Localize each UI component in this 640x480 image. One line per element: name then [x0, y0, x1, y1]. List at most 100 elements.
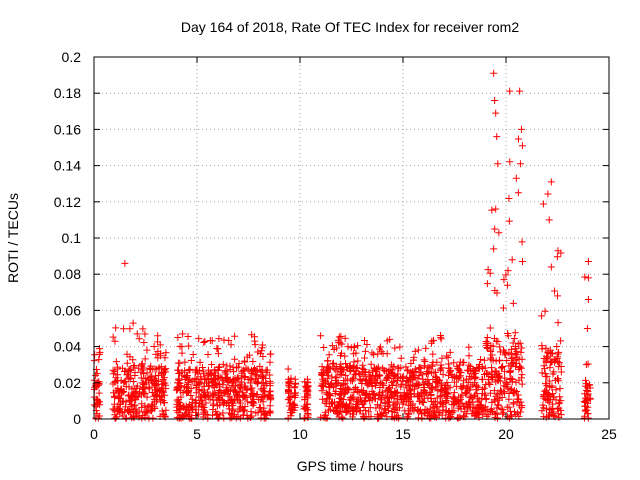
data-point — [150, 342, 158, 350]
data-point — [392, 400, 400, 408]
data-point — [143, 369, 151, 377]
data-point — [439, 371, 447, 379]
data-point — [197, 393, 205, 401]
data-point — [185, 366, 193, 374]
data-point — [542, 386, 550, 394]
data-point — [491, 410, 499, 418]
data-point — [130, 401, 138, 409]
data-point — [557, 406, 565, 414]
data-point — [484, 266, 492, 274]
data-point — [505, 403, 513, 411]
data-point — [232, 364, 240, 372]
data-point — [235, 405, 243, 413]
data-point — [251, 375, 259, 383]
data-point — [475, 413, 483, 421]
data-point — [368, 349, 376, 357]
data-point — [323, 400, 331, 408]
data-point — [543, 372, 551, 380]
data-point — [402, 363, 410, 371]
data-point — [183, 387, 191, 395]
data-point — [505, 194, 513, 202]
x-tick-label: 15 — [395, 426, 411, 442]
data-point — [582, 361, 590, 369]
data-point — [208, 360, 216, 368]
data-point — [204, 375, 212, 383]
data-point — [469, 407, 477, 415]
data-point — [433, 358, 441, 366]
data-point — [506, 368, 514, 376]
data-point — [120, 325, 128, 333]
data-point — [541, 365, 549, 373]
data-point — [383, 350, 391, 358]
data-point — [120, 379, 128, 387]
data-point — [348, 393, 356, 401]
data-point — [291, 392, 299, 400]
data-point — [125, 406, 133, 414]
data-point — [448, 373, 456, 381]
data-point — [206, 337, 214, 345]
data-point — [241, 406, 249, 414]
data-point — [518, 355, 526, 363]
data-point — [438, 354, 446, 362]
data-point — [112, 358, 120, 366]
data-point — [145, 385, 153, 393]
data-point — [374, 350, 382, 358]
data-point — [458, 385, 466, 393]
data-point — [465, 352, 473, 360]
data-point — [350, 374, 358, 382]
data-point — [266, 358, 274, 366]
data-point — [219, 409, 227, 417]
data-point — [249, 358, 257, 366]
data-point — [189, 351, 197, 359]
data-point — [432, 373, 440, 381]
data-point — [442, 414, 450, 422]
data-point — [498, 394, 506, 402]
data-point — [195, 378, 203, 386]
data-point — [174, 333, 182, 341]
data-point — [450, 359, 458, 367]
data-point — [494, 160, 502, 168]
data-point — [265, 408, 273, 416]
data-point — [488, 206, 496, 214]
data-point — [317, 332, 325, 340]
data-point — [478, 375, 486, 383]
data-point — [202, 410, 210, 418]
data-point — [320, 344, 328, 352]
data-point — [489, 356, 497, 364]
y-tick-label: 0.04 — [54, 339, 81, 355]
data-point — [493, 133, 501, 141]
data-point — [500, 409, 508, 417]
data-point — [495, 229, 503, 237]
data-point — [547, 263, 555, 271]
data-point — [430, 369, 438, 377]
data-point — [379, 364, 387, 372]
data-point — [200, 338, 208, 346]
data-point — [233, 392, 241, 400]
data-point — [460, 403, 468, 411]
data-point — [123, 359, 131, 367]
data-point — [115, 404, 123, 412]
data-point — [259, 387, 267, 395]
data-point — [346, 362, 354, 370]
data-point — [514, 340, 522, 348]
data-point — [209, 389, 217, 397]
data-point — [491, 397, 499, 405]
data-point — [371, 376, 379, 384]
data-point — [360, 414, 368, 422]
data-point — [355, 369, 363, 377]
data-point — [95, 356, 103, 364]
data-point — [385, 383, 393, 391]
data-point — [541, 307, 549, 315]
data-point — [266, 382, 274, 390]
data-point — [219, 397, 227, 405]
data-point — [162, 349, 170, 357]
data-point — [538, 312, 546, 320]
data-point — [214, 345, 222, 353]
data-point — [504, 330, 512, 338]
data-point — [397, 380, 405, 388]
data-point — [411, 385, 419, 393]
data-point — [493, 289, 501, 297]
data-point — [258, 366, 266, 374]
data-point — [266, 409, 274, 417]
data-point — [584, 414, 592, 422]
